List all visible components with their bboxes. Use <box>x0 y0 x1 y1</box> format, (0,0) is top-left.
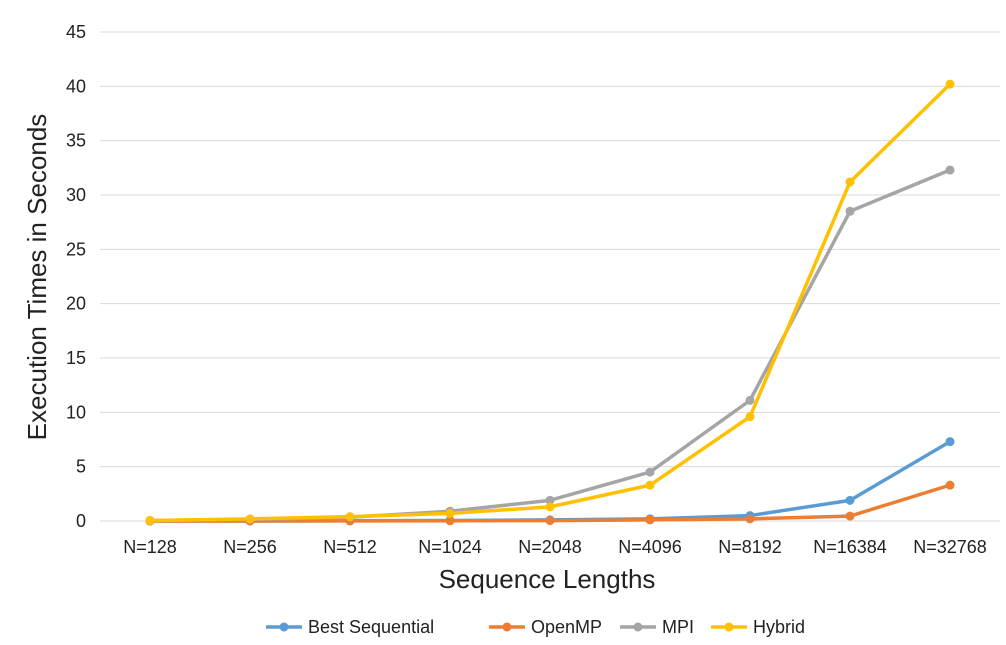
data-point <box>945 437 955 447</box>
data-point <box>245 514 255 524</box>
data-point <box>545 516 555 526</box>
x-tick-label: N=1024 <box>418 537 482 557</box>
data-point <box>745 395 755 405</box>
legend-item: OpenMP <box>489 617 602 637</box>
y-axis-ticks: 0 5 10 15 20 25 30 35 40 45 <box>66 22 86 531</box>
data-point <box>545 495 555 505</box>
legend-swatch-marker <box>633 622 643 632</box>
legend-swatch-marker <box>724 622 734 632</box>
legend-label: OpenMP <box>531 617 602 637</box>
data-point <box>445 516 455 526</box>
data-point <box>145 515 155 525</box>
legend: Best Sequential OpenMP MPI Hybrid <box>266 617 805 637</box>
legend-item: Hybrid <box>711 617 805 637</box>
data-point <box>745 412 755 422</box>
legend-swatch-marker <box>279 622 289 632</box>
x-tick-label: N=2048 <box>518 537 582 557</box>
data-point <box>645 515 655 525</box>
data-point <box>545 502 555 512</box>
data-point <box>945 480 955 490</box>
x-tick-label: N=256 <box>223 537 277 557</box>
data-point <box>645 467 655 477</box>
y-tick-label: 35 <box>66 131 86 151</box>
gridlines <box>100 31 1000 522</box>
data-point <box>345 512 355 522</box>
series-line <box>148 82 952 523</box>
legend-item: Best Sequential <box>266 617 434 637</box>
legend-swatch-marker <box>502 622 512 632</box>
data-point <box>745 514 755 524</box>
series-line <box>148 168 952 523</box>
y-tick-label: 25 <box>66 239 86 259</box>
data-point <box>845 206 855 216</box>
data-point <box>845 511 855 521</box>
x-axis-title: Sequence Lengths <box>439 564 656 594</box>
x-tick-label: N=8192 <box>718 537 782 557</box>
series-hybrid <box>145 79 955 525</box>
x-tick-label: N=512 <box>323 537 377 557</box>
y-tick-label: 45 <box>66 22 86 42</box>
legend-label: MPI <box>662 617 694 637</box>
data-point <box>945 165 955 175</box>
y-tick-label: 5 <box>76 457 86 477</box>
x-tick-label: N=32768 <box>913 537 987 557</box>
y-tick-label: 15 <box>66 348 86 368</box>
x-axis-ticks: N=128 N=256 N=512 N=1024 N=2048 N=4096 N=8192 N… <box>123 537 987 557</box>
legend-label: Hybrid <box>753 617 805 637</box>
data-point <box>645 480 655 490</box>
legend-label: Best Sequential <box>308 617 434 637</box>
series-lines <box>145 79 955 526</box>
data-point <box>845 177 855 187</box>
x-tick-label: N=128 <box>123 537 177 557</box>
y-tick-label: 40 <box>66 76 86 96</box>
x-tick-label: N=16384 <box>813 537 887 557</box>
data-point <box>445 508 455 518</box>
y-axis-title: Execution Times in Seconds <box>22 114 52 441</box>
series-best-sequential <box>145 437 955 526</box>
y-tick-label: 30 <box>66 185 86 205</box>
data-point <box>845 495 855 505</box>
y-tick-label: 0 <box>76 511 86 531</box>
y-tick-label: 20 <box>66 294 86 314</box>
data-point <box>945 79 955 89</box>
x-tick-label: N=4096 <box>618 537 682 557</box>
y-tick-label: 10 <box>66 402 86 422</box>
legend-item: MPI <box>620 617 694 637</box>
